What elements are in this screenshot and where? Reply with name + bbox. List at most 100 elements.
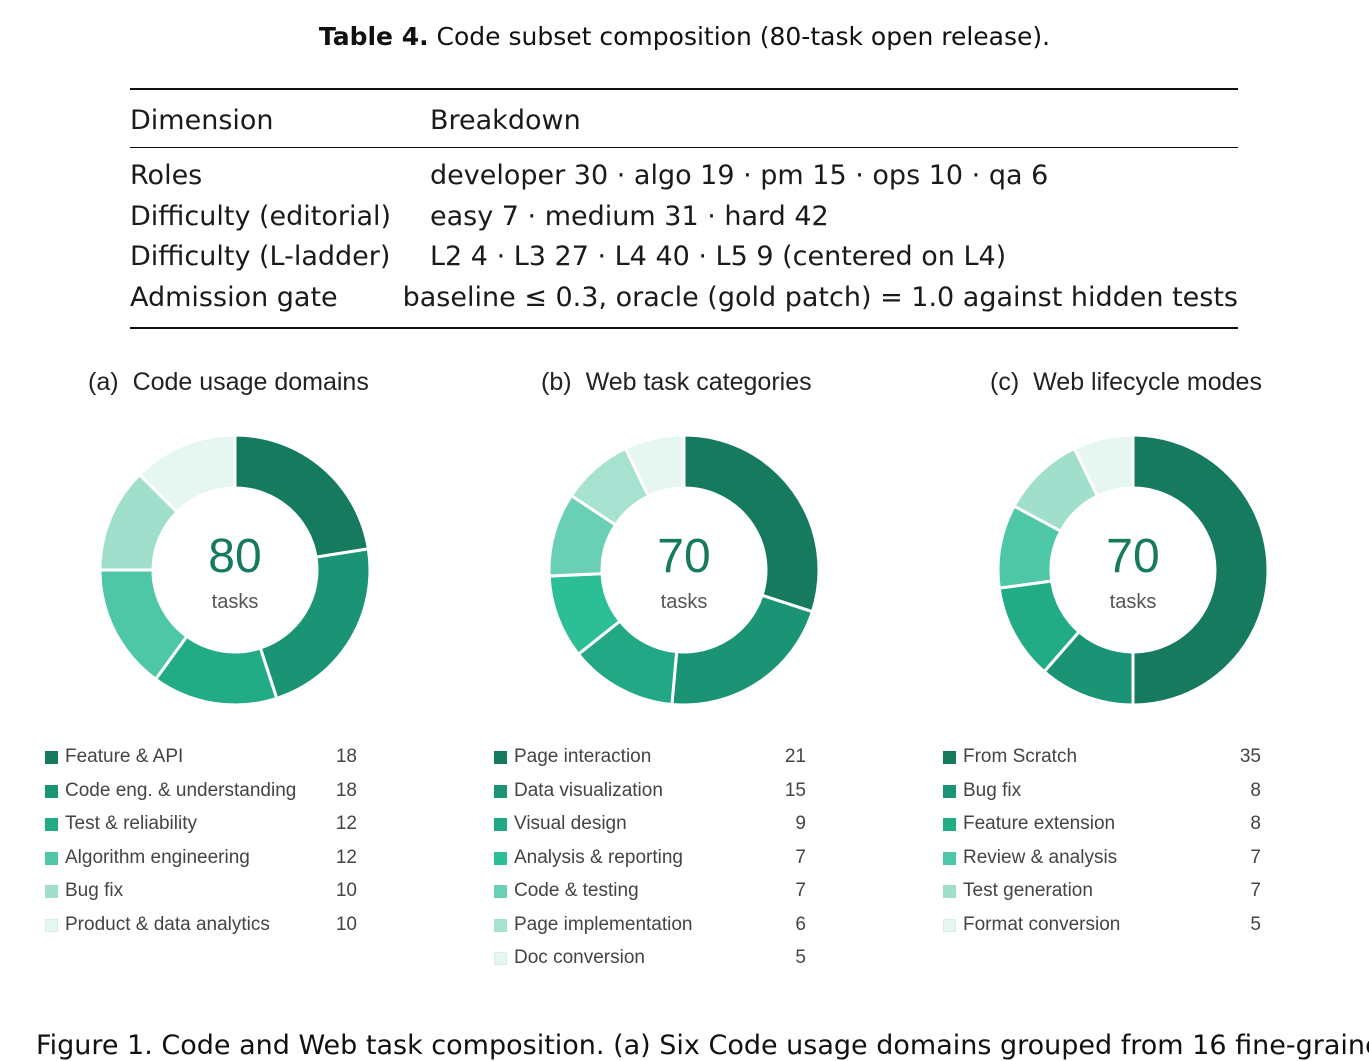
donut-center-value: 70 <box>657 530 710 583</box>
legend-swatch <box>943 918 956 932</box>
table-caption-label: Table 4. <box>318 22 429 51</box>
legend-item: Bug fix 8 <box>943 774 1263 808</box>
panel-web-task-categories: (b) Web task categories 70 tasks Page inte… <box>489 362 929 982</box>
table-cell-dimension: Difficulty (L-ladder) <box>130 241 391 272</box>
legend-label: Review & analysis <box>963 846 1118 868</box>
legend-label: Feature & API <box>65 746 184 767</box>
legend-label: Bug fix <box>65 880 124 901</box>
donut-center-label: tasks <box>661 591 708 613</box>
table-caption-text: Code subset composition (80-task open re… <box>428 22 1051 51</box>
legend-value: 5 <box>795 947 806 968</box>
legend-item: Visual design 9 <box>494 807 814 841</box>
legend-item: From Scratch 35 <box>943 740 1263 774</box>
legend-value: 9 <box>795 813 806 834</box>
legend-item: Code eng. & understanding 18 <box>45 774 365 808</box>
legend-item: Test & reliability 12 <box>45 807 365 841</box>
donut-slice-doc-conversion <box>623 433 686 499</box>
legend-label: Algorithm engineering <box>65 846 250 868</box>
table-caption: Table 4. Code subset composition (80-tas… <box>0 22 1369 51</box>
legend-value: 15 <box>784 779 806 801</box>
donut-center-value: 80 <box>208 530 261 583</box>
panel-web-lifecycle-modes: (c) Web lifecycle modes 70 tasks From Scra… <box>938 362 1369 982</box>
donut-slice-from-scratch <box>1131 433 1270 707</box>
donut-center-value: 70 <box>1106 530 1159 583</box>
legend-swatch <box>943 784 956 798</box>
legend-item: Page interaction 21 <box>494 740 814 774</box>
figure-caption-partial: Figure 1. Code and Web task composition.… <box>36 1030 1369 1061</box>
legend-item: Feature & API 18 <box>45 740 365 774</box>
legend-label: Bug fix <box>963 779 1022 801</box>
legend-swatch <box>45 851 58 865</box>
legend-item: Test generation 7 <box>943 874 1263 908</box>
legend-swatch <box>494 851 507 865</box>
panel-letter: (b) <box>541 368 572 396</box>
table-mid-rule <box>130 147 1238 148</box>
table-header-breakdown: Breakdown <box>430 105 581 136</box>
legend-label: Product & data analytics <box>65 913 270 935</box>
legend-item: Bug fix 10 <box>45 874 365 908</box>
donut-center-label: tasks <box>212 591 259 613</box>
legend-value: 7 <box>1250 846 1261 868</box>
legend-item: Code & testing 7 <box>494 874 814 908</box>
legend-value: 6 <box>795 913 806 935</box>
table-cell-dimension: Roles <box>130 160 203 191</box>
legend-swatch <box>494 751 507 764</box>
table-row: Roles developer 30 · algo 19 · pm 15 · o… <box>130 156 1238 197</box>
legend-swatch <box>45 751 58 764</box>
legend-value: 18 <box>335 746 357 767</box>
legend-item: Feature extension 8 <box>943 807 1263 841</box>
table-header-row: Dimension Breakdown <box>130 90 1238 147</box>
legend-label: Format conversion <box>963 913 1121 935</box>
legend-value: 10 <box>335 880 357 901</box>
legend: Feature & API 18 Code eng. & understanding… <box>45 740 365 941</box>
panel-title-text: Web task categories <box>585 368 812 396</box>
legend-swatch <box>494 918 507 932</box>
legend-value: 5 <box>1250 913 1261 935</box>
legend-swatch <box>494 952 507 965</box>
table-body: Roles developer 30 · algo 19 · pm 15 · o… <box>130 148 1238 327</box>
table-cell-dimension: Difficulty (editorial) <box>130 200 392 232</box>
legend-value: 12 <box>335 846 357 868</box>
legend-swatch <box>494 818 507 831</box>
legend-label: Code eng. & understanding <box>65 779 297 801</box>
legend-item: Data visualization 15 <box>494 774 814 808</box>
donut-center-label: tasks <box>1110 591 1157 613</box>
legend-value: 7 <box>795 846 806 868</box>
donut-chart: 80 tasks <box>97 432 373 708</box>
table-cell-breakdown: developer 30 · algo 19 · pm 15 · ops 10 … <box>430 160 1049 191</box>
legend-label: Data visualization <box>514 779 663 801</box>
legend-swatch <box>943 885 956 898</box>
legend-item: Review & analysis 7 <box>943 841 1263 875</box>
table-bottom-rule <box>130 327 1238 329</box>
donut-chart: 70 tasks <box>995 432 1271 708</box>
table-cell-breakdown: baseline ≤ 0.3, oracle (gold patch) = 1.… <box>402 281 1238 313</box>
composition-table: Dimension Breakdown Roles developer 30 ·… <box>130 88 1238 329</box>
legend-swatch <box>45 918 58 932</box>
legend-swatch <box>943 851 956 865</box>
panel-title: (c) Web lifecycle modes <box>990 368 1262 397</box>
legend-label: Test generation <box>963 880 1093 901</box>
legend-swatch <box>943 751 956 764</box>
legend-value: 18 <box>335 779 357 801</box>
donut-slice-page-interaction <box>682 433 821 614</box>
table-header-dimension: Dimension <box>130 105 274 136</box>
legend-label: Test & reliability <box>65 813 197 834</box>
legend-label: Page interaction <box>514 746 652 767</box>
panel-letter: (c) <box>990 368 1020 396</box>
table-row: Difficulty (L-ladder) L2 4 · L3 27 · L4 … <box>130 237 1238 278</box>
legend-item: Product & data analytics 10 <box>45 908 365 942</box>
legend-value: 7 <box>1250 880 1261 901</box>
legend-swatch <box>45 784 58 798</box>
panel-title-text: Web lifecycle modes <box>1033 368 1262 396</box>
donut-chart: 70 tasks <box>546 432 822 708</box>
legend-item: Algorithm engineering 12 <box>45 841 365 875</box>
legend-label: Doc conversion <box>514 947 645 968</box>
panel-title-text: Code usage domains <box>132 368 369 396</box>
legend-label: Feature extension <box>963 813 1116 834</box>
table-row: Difficulty (editorial) easy 7 · medium 3… <box>130 197 1238 238</box>
panel-code-usage-domains: (a) Code usage domains 80 tasks Feature & … <box>40 362 480 982</box>
legend-label: Code & testing <box>514 880 639 901</box>
legend: Page interaction 21 Data visualization 15 Vi… <box>494 740 814 975</box>
legend-label: From Scratch <box>963 746 1078 767</box>
legend-value: 8 <box>1250 779 1261 801</box>
